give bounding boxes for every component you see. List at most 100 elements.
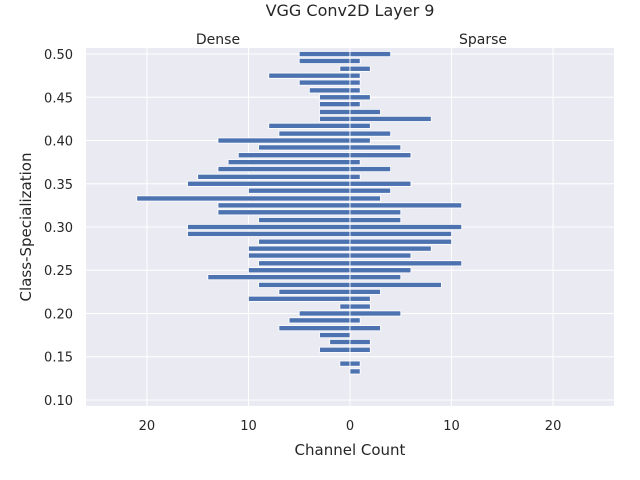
sparse-bar [349,368,361,375]
sparse-bar [349,360,361,367]
dense-bar [319,346,351,353]
dense-bar [237,152,351,159]
dense-bar [187,230,351,237]
x-tick-label: 10 [443,419,460,434]
dense-bar [288,317,351,324]
x-tick-label: 20 [139,419,156,434]
sparse-bar [349,267,412,274]
dense-bar [298,310,351,317]
sparse-bar [349,295,371,302]
dense-bar [298,79,351,86]
y-tick-labels: 0.10 0.15 0.20 0.25 0.30 0.35 0.40 0.45 0.50 [44,48,73,409]
dense-bar [258,260,351,267]
dense-bar [298,57,351,64]
sparse-bar [349,79,361,86]
dense-bar [248,267,351,274]
sparse-bar [349,187,392,194]
dense-bar [248,295,351,302]
sparse-bar [349,224,463,230]
y-tick-label: 0.45 [44,91,73,106]
sparse-bar [349,339,371,346]
sparse-bar [349,281,442,288]
dense-bar [217,209,351,216]
dense-bar [136,195,351,202]
dense-bar [217,137,351,144]
sparse-bar [349,65,371,72]
sparse-bar [349,159,361,166]
y-axis-label: Class-Specialization [17,153,35,302]
sparse-bar [349,101,361,108]
dense-bar [187,180,351,187]
dense-bar [339,303,351,310]
sparse-bar [349,252,412,259]
sparse-bar [349,87,361,94]
dense-bar [319,332,351,339]
sparse-bar [349,144,402,151]
sparse-bar [349,238,452,245]
sparse-bar [349,108,381,115]
dense-bar [319,115,351,122]
sparse-bar [349,51,392,58]
dense-bar [268,72,351,79]
sparse-bar [349,57,361,64]
dense-bar [308,87,351,94]
y-tick-label: 0.35 [44,178,73,193]
sparse-bar [349,325,381,332]
sparse-label: Sparse [459,32,507,48]
sparse-bar [349,115,432,122]
dense-bar [319,101,351,108]
dense-bar [329,339,351,346]
dense-bar [339,65,351,72]
dense-bar [339,360,351,367]
x-tick-label: 20 [545,419,562,434]
sparse-bar [349,317,361,324]
dense-bar [278,325,351,332]
y-tick-label: 0.15 [44,351,73,366]
x-tick-labels: 20 10 0 10 20 [139,419,562,434]
sparse-bar [349,230,452,237]
y-tick-label: 0.30 [44,221,73,236]
dense-bar [227,159,351,166]
dense-bar [248,245,351,252]
sparse-bar [349,209,402,216]
sparse-bar [349,122,371,129]
dense-bar [268,122,351,129]
dense-bar [258,238,351,245]
y-tick-label: 0.40 [44,135,73,150]
dense-bar [217,202,351,209]
sparse-bar [349,195,381,202]
sparse-bar [349,217,402,224]
sparse-bar [349,137,371,144]
sparse-bar [349,260,463,267]
sparse-bar [349,94,371,101]
dense-bar [217,166,351,173]
sparse-bar [349,202,463,209]
dense-bar [319,94,351,101]
sparse-bar [349,310,402,317]
chart-title: VGG Conv2D Layer 9 [266,1,435,20]
y-tick-label: 0.20 [44,307,73,322]
sparse-bar [349,346,371,353]
sparse-bar [349,166,392,173]
sparse-bar [349,303,371,310]
dense-bar [319,108,351,115]
sparse-bar [349,180,412,187]
y-tick-label: 0.50 [44,48,73,63]
dense-bar [197,173,351,180]
dense-bar [258,217,351,224]
dense-bar [278,130,351,137]
y-tick-label: 0.25 [44,264,73,279]
dense-bar [298,51,351,58]
dense-label: Dense [196,32,240,48]
sparse-bar [349,173,361,180]
sparse-bar [349,130,392,137]
dense-bar [258,144,351,151]
dense-bar [248,187,351,194]
dense-bar [248,252,351,259]
dense-bar [258,281,351,288]
sparse-bar [349,245,432,252]
y-tick-label: 0.10 [44,394,73,409]
dense-bar [278,288,351,295]
sparse-bar [349,288,381,295]
